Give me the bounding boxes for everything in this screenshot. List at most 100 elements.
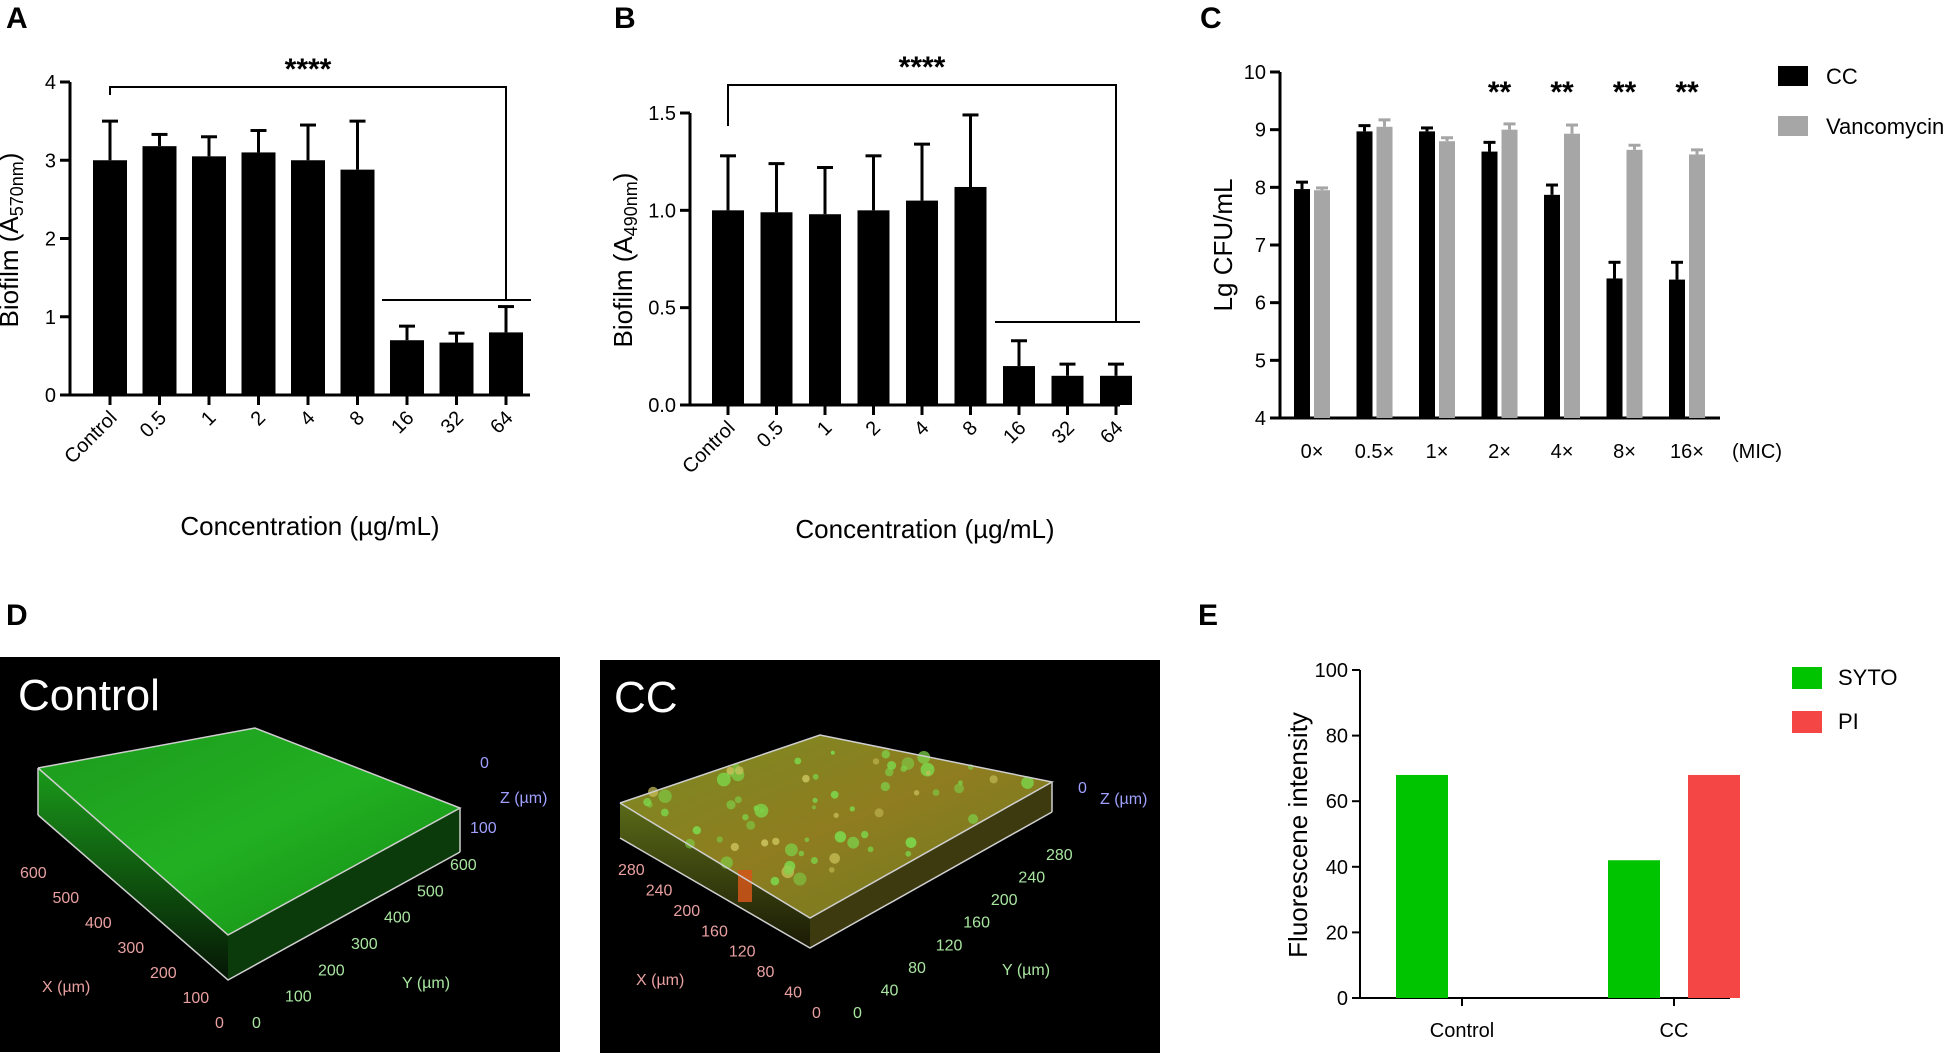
y-tick-label: 9	[1255, 120, 1266, 142]
x-tick-label: 8×	[1613, 441, 1636, 463]
y-tick-label: 200	[991, 892, 1018, 909]
y-axis-label: Y (µm)	[402, 975, 450, 992]
fluorescent-spot	[872, 758, 880, 765]
bar-2	[241, 152, 276, 395]
fluorescent-spot	[867, 846, 874, 853]
panel-label-b: B	[614, 2, 636, 35]
fluorescent-spot	[880, 781, 890, 792]
x-tick-label: 160	[701, 923, 728, 940]
x-tick-label: 4	[910, 417, 933, 440]
y-tick-label: 100	[285, 989, 312, 1006]
y-axis-title: Fluorescene intensity	[1283, 712, 1313, 958]
fluorescent-spot	[913, 790, 920, 796]
bar-Control	[93, 160, 127, 395]
y-tick-label: 0	[45, 385, 56, 407]
bar-0.5	[142, 146, 177, 395]
bar-32	[1051, 375, 1084, 405]
fluorescent-spot	[925, 770, 931, 776]
y-tick-label: 1.0	[648, 200, 676, 222]
bar-Vancomycin-0.5×	[1376, 126, 1393, 419]
fluorescent-spot	[932, 789, 940, 796]
x-tick-label: 200	[673, 903, 700, 920]
x-axis-label: X (µm)	[636, 972, 684, 989]
y-tick-label: 60	[1326, 791, 1348, 813]
bar-Vancomycin-8×	[1626, 149, 1643, 418]
x-tick-label: 8	[959, 417, 982, 440]
fluorescent-spot	[905, 837, 917, 848]
micrograph-cc-side-right	[810, 782, 1052, 948]
x-tick-label: 0	[812, 1005, 821, 1022]
fluorescent-spot	[954, 783, 964, 794]
fluorescent-spot	[793, 872, 807, 886]
micrograph-cc-red-streak	[738, 870, 752, 902]
fluorescent-spot	[834, 831, 847, 843]
fluorescent-spot	[746, 820, 756, 830]
fluorescent-spot	[830, 790, 839, 799]
fluorescent-spot	[812, 773, 819, 780]
micrograph-control-side-right	[228, 808, 460, 980]
fluorescent-spot	[804, 837, 810, 843]
bar-CC-8×	[1606, 278, 1623, 418]
y-tick-label: 1	[45, 307, 56, 329]
bar-1	[192, 156, 226, 395]
bar-Vancomycin-2×	[1501, 129, 1518, 418]
y-tick-label: 240	[1018, 870, 1045, 887]
fluorescent-spot	[968, 814, 979, 824]
fluorescent-spot	[830, 750, 835, 755]
y-tick-label: 3	[45, 150, 56, 172]
bar-CC-1×	[1419, 131, 1435, 418]
y-tick-label: 280	[1046, 847, 1073, 864]
fluorescent-spot	[735, 766, 744, 775]
significance-marker: ****	[285, 53, 332, 86]
significance-marker: **	[1675, 76, 1699, 109]
x-tick-label: 16×	[1670, 441, 1704, 463]
fluorescent-spot	[660, 808, 669, 817]
y-tick-label: 20	[1326, 922, 1348, 944]
significance-marker: **	[1488, 76, 1512, 109]
y-tick-label: 0.5	[648, 298, 676, 320]
bar-CC-0.5×	[1356, 131, 1373, 418]
bar-SYTO-Control	[1396, 774, 1448, 998]
x-tick-label: 1	[197, 407, 220, 430]
bar-64	[489, 332, 523, 395]
x-tick-label: 400	[85, 915, 112, 932]
y-tick-label: 10	[1244, 62, 1266, 84]
x-tick-label: 500	[53, 890, 80, 907]
bar-64	[1100, 375, 1132, 405]
x-tick-label: 16	[387, 407, 418, 438]
fluorescent-spot	[754, 803, 769, 818]
fluorescent-spot	[726, 766, 735, 775]
fluorescent-spot	[917, 751, 931, 764]
fluorescent-spot	[885, 767, 894, 777]
fluorescent-spot	[794, 757, 802, 765]
panel-label-c: C	[1200, 2, 1222, 35]
legend-swatch-SYTO	[1792, 667, 1822, 689]
micrograph-cc-fluorescent-spots	[643, 750, 1034, 886]
x-tick-label: 120	[729, 944, 756, 961]
x-tick-label: 600	[20, 865, 47, 882]
significance-marker: **	[1613, 76, 1637, 109]
fluorescent-spot	[887, 761, 897, 770]
fluorescent-spot	[1021, 776, 1034, 789]
x-tick-label: 0.5	[136, 407, 171, 442]
x-tick-label: 4	[296, 407, 319, 430]
bar-4	[291, 160, 325, 395]
x-axis-unit: (MIC)	[1732, 441, 1782, 463]
fluorescent-spot	[920, 762, 935, 777]
x-tick-label: 2×	[1488, 441, 1511, 463]
x-tick-label: Control	[678, 417, 739, 478]
x-tick-label: 280	[618, 862, 645, 879]
x-tick-label: 0.5×	[1355, 441, 1394, 463]
micrograph-control-side-left	[38, 768, 228, 980]
significance-marker: **	[1550, 76, 1574, 109]
y-tick-label: 2	[45, 229, 56, 251]
fluorescent-spot	[716, 836, 723, 843]
fluorescent-spot	[770, 876, 780, 886]
x-tick-label: 64	[1096, 417, 1127, 448]
micrograph-control-box-base	[37, 814, 461, 981]
z-axis-label: Z (µm)	[500, 790, 547, 807]
panel-label-d: D	[6, 599, 28, 632]
